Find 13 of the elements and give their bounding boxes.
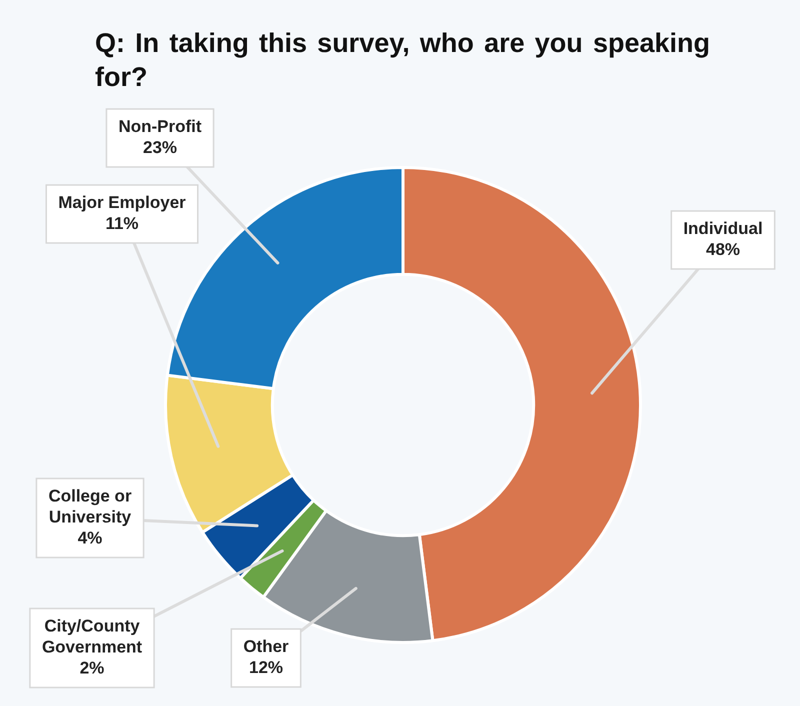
data-label: 11% bbox=[105, 214, 139, 234]
data-label: 23% bbox=[142, 138, 178, 158]
slice-label: City/County Government bbox=[42, 616, 142, 657]
slice-label: Non-Profit bbox=[118, 117, 202, 136]
slice-label: Other bbox=[243, 637, 290, 656]
chart-title: Q: In taking this survey, who are you speaking for? bbox=[95, 27, 710, 94]
data-label: 2% bbox=[80, 658, 104, 678]
data-label: 12% bbox=[248, 658, 284, 678]
slice-label: Major Employer bbox=[58, 193, 186, 212]
slice-label: College or University bbox=[48, 486, 132, 527]
data-label: 48% bbox=[706, 240, 740, 260]
data-label: 4% bbox=[78, 528, 102, 548]
slice-label: Individual bbox=[683, 219, 763, 238]
